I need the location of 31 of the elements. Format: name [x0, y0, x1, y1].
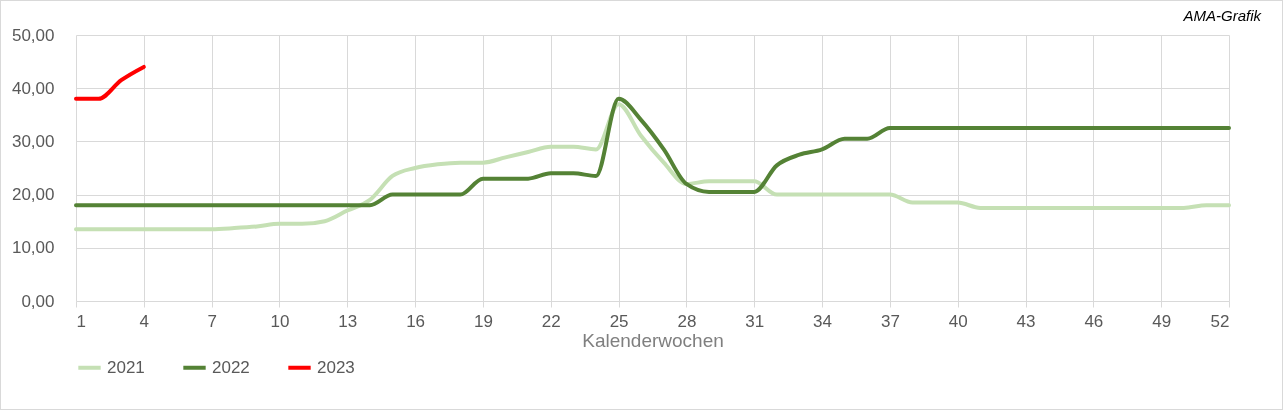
y-tick-label: 10,00	[11, 238, 55, 258]
x-tick-label: 49	[1152, 311, 1172, 331]
x-tick-label: 46	[1084, 311, 1104, 331]
x-axis-title: Kalenderwochen	[582, 329, 724, 351]
y-tick-label: 30,00	[11, 131, 55, 151]
y-tick-label: 40,00	[11, 78, 55, 98]
line-series	[74, 102, 1231, 232]
x-tick-label: 37	[880, 311, 900, 331]
x-tick-label: 22	[541, 311, 561, 331]
legend-label: 2023	[317, 357, 355, 377]
x-tick-label: 10	[270, 311, 290, 331]
x-tick-label: 43	[1016, 311, 1036, 331]
x-tick-label: 13	[338, 311, 358, 331]
x-tick-label: 1	[76, 311, 86, 331]
line-series	[74, 96, 1231, 208]
x-tick-label: 19	[473, 311, 493, 331]
x-tick-label: 4	[139, 311, 150, 331]
x-tick-label: 31	[745, 311, 765, 331]
x-tick-label: 40	[948, 311, 968, 331]
x-tick-label: 28	[677, 311, 697, 331]
x-tick-label: 25	[609, 311, 629, 331]
x-tick-label: 34	[813, 311, 833, 331]
y-tick-label: 50,00	[11, 25, 55, 45]
legend-label: 2021	[107, 357, 145, 377]
x-tick-label: 52	[1210, 311, 1230, 331]
x-tick-label: 16	[406, 311, 426, 331]
legend-label: 2022	[212, 357, 250, 377]
text: AMA-Grafik	[1182, 7, 1263, 24]
y-tick-label: 0,00	[21, 291, 55, 311]
y-tick-label: 20,00	[11, 185, 55, 205]
x-tick-label: 7	[207, 311, 217, 331]
